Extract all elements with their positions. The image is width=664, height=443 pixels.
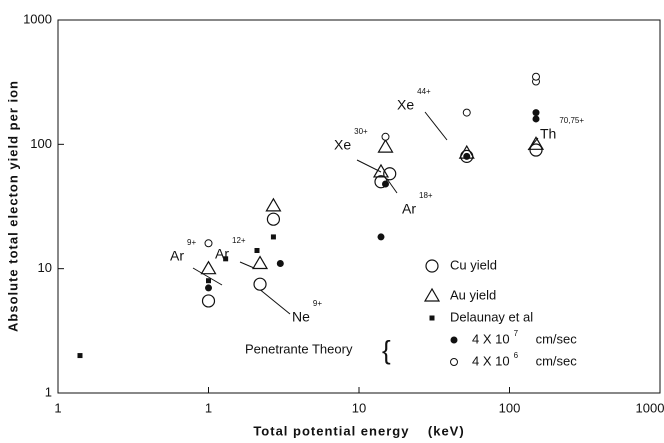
- legend-marker: [425, 259, 439, 273]
- theory-high-point: [377, 233, 385, 241]
- cu-point: [266, 212, 281, 226]
- y-tick-label: 10: [38, 260, 52, 275]
- legend-label: Cu yield: [450, 257, 497, 272]
- theory-brace: {: [382, 335, 391, 365]
- annotation-charge: 30+: [354, 127, 368, 136]
- cu-point: [253, 277, 267, 291]
- annotation-label: Ar: [215, 246, 229, 262]
- annotation-charge: 9+: [187, 238, 196, 247]
- annotation-label: Ne: [292, 309, 310, 325]
- y-tick-label: 1000: [23, 11, 52, 26]
- x-tick-label: 100: [499, 400, 521, 415]
- theory-high-point: [276, 260, 284, 268]
- legend-exponent: 6: [514, 351, 519, 360]
- legend-marker: [450, 358, 458, 366]
- legend-marker: [450, 336, 458, 344]
- delaunay-point: [254, 247, 260, 253]
- au-point: [251, 255, 269, 270]
- legend-label: 4 X 10: [472, 353, 510, 368]
- theory-low-point: [204, 239, 213, 248]
- theory-low-point: [462, 108, 471, 117]
- annotation-charge: 9+: [313, 299, 322, 308]
- legend-marker: [423, 287, 441, 302]
- annotation-label: Th: [540, 126, 556, 142]
- y-axis-label: Absolute total electon yield per ion: [5, 80, 20, 332]
- au-point: [200, 260, 217, 275]
- x-axis-label: Total potential energy (keV): [253, 423, 464, 438]
- cu-point: [201, 294, 216, 308]
- theory-high-point: [532, 109, 540, 117]
- legend-unit: cm/sec: [536, 331, 578, 346]
- delaunay-point: [270, 234, 276, 240]
- y-tick-label: 100: [30, 136, 52, 151]
- annotation-label: Ar: [170, 248, 184, 264]
- legend-unit: cm/sec: [536, 353, 578, 368]
- annotation-charge: 44+: [417, 87, 431, 96]
- theory-high-point: [463, 152, 471, 160]
- au-point: [265, 197, 282, 212]
- annotation-charge: 18+: [419, 191, 433, 200]
- theory-high-point: [382, 180, 390, 188]
- legend-label: Delaunay et al: [450, 309, 533, 324]
- delaunay-point: [77, 353, 83, 359]
- delaunay-point: [223, 256, 229, 262]
- legend-label: 4 X 10: [472, 331, 510, 346]
- au-point: [377, 138, 394, 153]
- au-point: [527, 136, 545, 150]
- legend-label: Au yield: [450, 287, 496, 302]
- x-tick-label: 10: [352, 400, 366, 415]
- annotation-charge: 12+: [232, 236, 246, 245]
- annotation-charge: 70,75+: [559, 116, 584, 125]
- au-point: [372, 163, 390, 178]
- annotation-label: Xe: [397, 97, 414, 113]
- theory-low-point: [381, 132, 390, 141]
- leader-lines: [192, 111, 539, 315]
- annotation-label: Xe: [334, 137, 351, 153]
- legend-marker: [429, 315, 435, 321]
- x-tick-label: 1000: [636, 400, 664, 415]
- delaunay-point: [206, 278, 211, 284]
- legend-exponent: 7: [514, 329, 519, 338]
- x-tick-label: 1: [205, 400, 212, 415]
- y-tick-label: 1: [45, 384, 52, 399]
- theory-high-point: [532, 115, 540, 123]
- cu-point: [529, 143, 543, 157]
- theory-low-point: [532, 72, 541, 81]
- theory-high-point: [205, 284, 212, 292]
- theory-label: Penetrante Theory: [245, 341, 353, 356]
- annotation-label: Ar: [402, 201, 416, 217]
- x-tick-label: 1: [54, 400, 61, 415]
